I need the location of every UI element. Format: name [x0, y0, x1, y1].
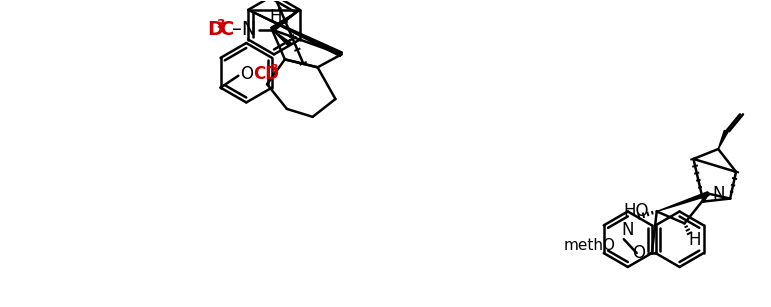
Text: O: O	[631, 244, 645, 262]
Text: N: N	[712, 185, 725, 203]
Text: D: D	[207, 20, 224, 39]
Text: –N: –N	[232, 20, 257, 39]
Polygon shape	[272, 30, 291, 46]
Text: 3: 3	[217, 18, 225, 31]
Polygon shape	[719, 130, 728, 149]
Polygon shape	[657, 192, 709, 212]
Text: H: H	[270, 8, 282, 26]
Polygon shape	[248, 10, 342, 57]
Text: C: C	[221, 20, 235, 39]
Text: H: H	[689, 231, 701, 249]
Text: O: O	[241, 65, 254, 83]
Text: HO: HO	[623, 203, 649, 220]
Polygon shape	[271, 10, 300, 32]
Text: 3: 3	[270, 64, 278, 74]
Text: methO: methO	[564, 238, 616, 253]
Text: CD: CD	[253, 65, 279, 83]
Text: N: N	[621, 221, 634, 239]
